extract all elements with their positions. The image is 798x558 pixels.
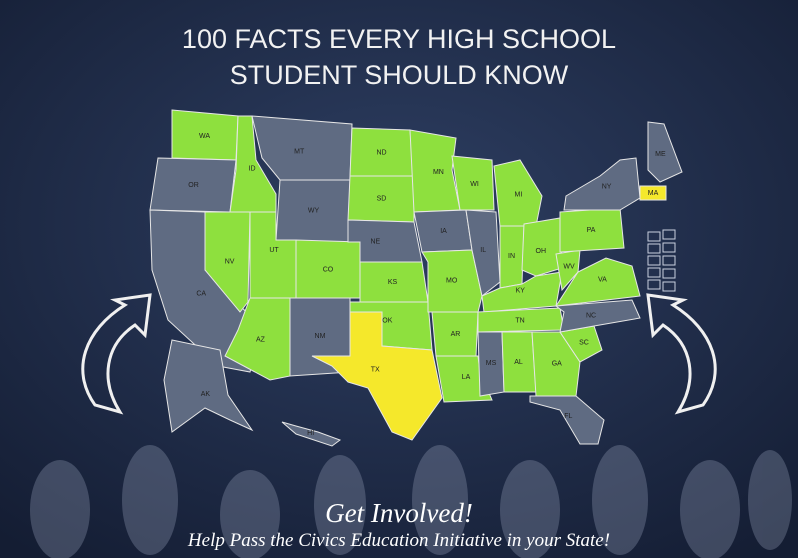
state-label: WA <box>199 133 210 140</box>
state-label: CO <box>323 266 334 273</box>
state-label: MS <box>486 360 497 367</box>
state-label: NY <box>602 184 612 191</box>
state-label: NE <box>370 239 380 246</box>
state <box>563 157 641 211</box>
footer-subheading: Help Pass the Civics Education Initiativ… <box>187 530 610 551</box>
state-label: MO <box>446 278 458 285</box>
arrow-right[interactable] <box>646 293 717 415</box>
state-label: LA <box>462 374 471 381</box>
state-label: VA <box>598 276 607 283</box>
state-label: ME <box>655 151 666 158</box>
footer-heading: Get Involved! <box>325 498 473 528</box>
state <box>639 185 667 201</box>
state-label: UT <box>269 247 279 254</box>
state-label: OK <box>382 318 392 325</box>
state-label: GA <box>552 360 562 367</box>
state <box>465 209 501 297</box>
state <box>554 299 641 333</box>
state-label: ID <box>249 165 256 172</box>
state-label: OR <box>188 182 199 189</box>
state-label: NM <box>315 333 326 340</box>
state <box>311 311 443 441</box>
state-label: FL <box>564 413 572 420</box>
state <box>409 129 461 213</box>
state-label: SC <box>579 339 589 346</box>
state-label: MT <box>294 148 305 155</box>
state-label: PA <box>587 227 596 234</box>
state <box>521 217 563 277</box>
state-label: WY <box>308 207 320 214</box>
state <box>529 395 605 445</box>
state <box>493 159 543 227</box>
state-label: HI <box>307 430 314 437</box>
state-label: NV <box>225 258 235 265</box>
state-label: AK <box>201 391 211 398</box>
state-label: MN <box>433 169 444 176</box>
state-label: MA <box>648 190 659 197</box>
title-line: STUDENT SHOULD KNOW <box>230 60 569 90</box>
state-label: IL <box>480 247 486 254</box>
hands <box>30 445 792 558</box>
state <box>531 331 581 397</box>
state-label: TN <box>515 317 524 324</box>
state-label: AR <box>451 331 461 338</box>
state <box>555 257 641 307</box>
state-label: AZ <box>256 337 266 344</box>
state <box>281 421 342 447</box>
state-label: MI <box>515 192 523 199</box>
state-label: AL <box>514 359 523 366</box>
state-label: IN <box>508 253 515 260</box>
us-map: WA OR CA NV ID MT WY UT CO AZ NM ND SD NE KS OK TX MN IA MO… <box>149 109 683 447</box>
state-label: WI <box>470 181 479 188</box>
arrow-left[interactable] <box>81 293 152 415</box>
state-label: CA <box>196 290 206 297</box>
state <box>229 115 277 213</box>
state-label: KS <box>388 279 398 286</box>
state-label: WV <box>563 263 575 270</box>
state-label: SD <box>377 195 387 202</box>
state-label: NC <box>586 313 596 320</box>
state-label: KY <box>516 287 526 294</box>
state <box>163 339 254 433</box>
title-line: 100 FACTS EVERY HIGH SCHOOL <box>182 24 616 54</box>
small-state-boxes <box>647 229 676 292</box>
state-label: OH <box>536 248 547 255</box>
state <box>451 155 495 211</box>
state-label: IA <box>440 228 447 235</box>
state <box>647 121 683 183</box>
state-label: ND <box>376 149 386 156</box>
state-label: TX <box>371 367 380 374</box>
